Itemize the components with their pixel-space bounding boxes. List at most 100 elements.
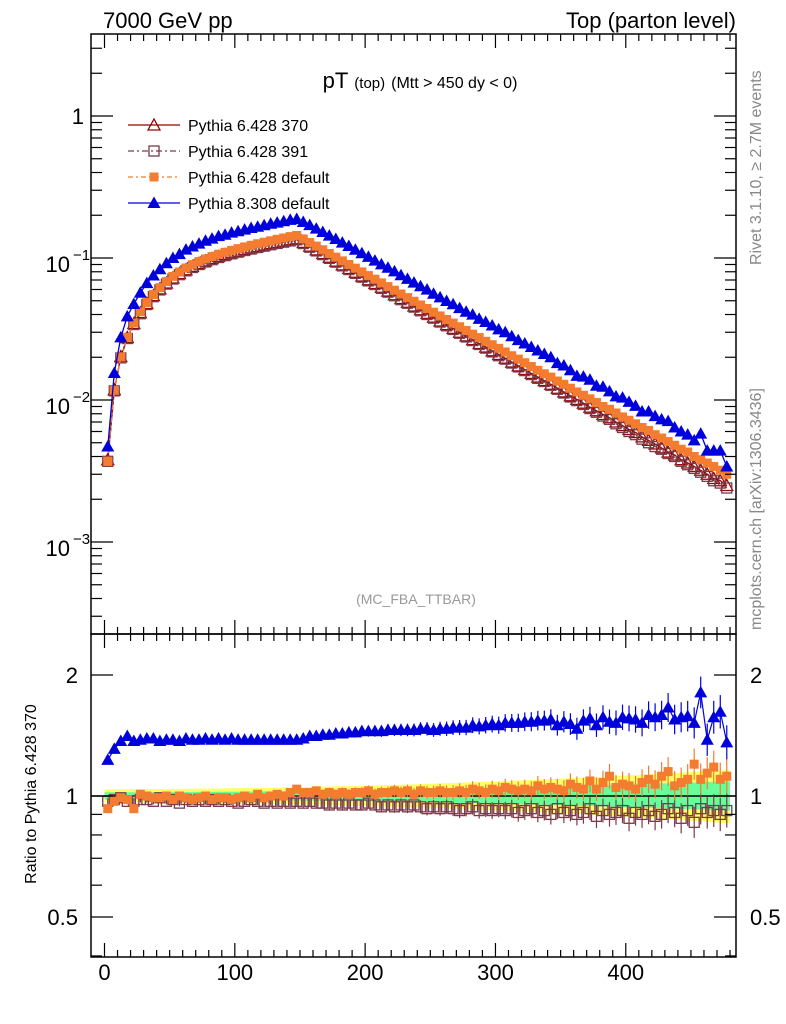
main-point-pythia6-default [161, 277, 171, 287]
main-point-pythia8-default [342, 239, 356, 251]
main-point-pythia6-default [422, 303, 432, 313]
main-point-pythia6-391 [682, 459, 694, 471]
ratio-point-pythia6-default [468, 784, 478, 794]
main-point-pythia6-default [481, 336, 491, 346]
main-point-pythia6-default [670, 440, 680, 450]
main-point-pythia6-default [155, 283, 165, 293]
ratio-point-pythia6-391 [291, 795, 303, 807]
main-point-pythia6-391 [616, 421, 629, 434]
ratio-point-pythia6-default [435, 786, 445, 796]
main-point-pythia6-default [604, 404, 614, 414]
main-point-pythia8-default [466, 308, 480, 320]
ratio-point-pythia6-default [161, 791, 171, 801]
ratio-point-pythia6-default [259, 793, 269, 803]
main-point-pythia6-default [448, 318, 458, 328]
main-point-pythia8-default [101, 440, 115, 452]
ratio-point-pythia6-default [383, 788, 393, 798]
ratio-point-pythia6-default [565, 779, 575, 789]
main-point-pythia8-default [146, 268, 160, 281]
main-point-pythia6-default [363, 271, 373, 281]
ratio-point-pythia6-391 [382, 799, 394, 811]
ratio-point-pythia6-default [585, 776, 595, 786]
ratio-point-pythia6-default [292, 784, 302, 794]
ratio-point-pythia6-391 [662, 803, 674, 815]
main-point-pythia6-370 [719, 478, 734, 492]
main-point-pythia6-default [663, 437, 673, 447]
ratio-point-pythia6-391 [362, 797, 375, 809]
ratio-point-pythia6-391 [708, 804, 720, 817]
ratio-point-pythia6-default [657, 771, 667, 781]
main-point-pythia6-default [116, 352, 126, 362]
main-point-pythia6-default [461, 325, 471, 335]
ratio-point-pythia6-391 [629, 806, 642, 819]
ratio-point-pythia6-391 [297, 797, 309, 809]
main-point-pythia6-default [207, 252, 217, 262]
title-main: pT [323, 68, 349, 93]
main-point-pythia6-default [637, 423, 647, 433]
main-point-pythia6-default [174, 267, 184, 277]
main-point-pythia6-default [142, 297, 152, 307]
main-point-pythia6-default [696, 455, 706, 465]
ratio-point-pythia6-default [272, 789, 282, 799]
ratio-y-tick-label-right: 0.5 [750, 905, 781, 930]
main-point-pythia6-default [187, 260, 197, 270]
ratio-point-pythia6-391 [284, 797, 296, 809]
x-tick-label: 200 [347, 960, 384, 985]
ratio-point-pythia6-391 [721, 804, 733, 817]
ratio-point-pythia6-default [148, 793, 158, 803]
ratio-point-pythia6-default [494, 786, 504, 796]
main-point-pythia6-default [585, 394, 595, 404]
ratio-point-pythia6-default [109, 796, 119, 806]
main-point-pythia6-default [702, 458, 712, 468]
ratio-point-pythia6-default [253, 789, 263, 799]
legend-marker-pythia6-default [149, 172, 159, 182]
main-point-pythia6-default [396, 289, 406, 299]
ratio-point-pythia6-default [155, 793, 165, 803]
ratio-point-pythia6-default [702, 768, 712, 778]
ratio-point-pythia6-default [683, 774, 693, 784]
main-point-pythia8-default [537, 347, 551, 359]
ratio-point-pythia6-default [324, 788, 334, 798]
main-point-pythia8-default [381, 261, 395, 273]
ratio-point-pythia6-default [266, 791, 276, 801]
main-point-pythia8-default [179, 243, 193, 255]
ratio-point-pythia6-default [129, 804, 139, 814]
main-point-pythia6-default [507, 351, 517, 361]
ratio-point-pythia6-default [311, 786, 321, 796]
ratio-point-pythia6-default [376, 788, 386, 798]
main-point-pythia8-default [348, 243, 362, 255]
main-point-pythia6-default [618, 412, 628, 422]
main-point-pythia8-default [505, 329, 519, 342]
main-point-pythia8-default [524, 340, 538, 353]
legend-label-pythia6-default: Pythia 6.428 default [188, 170, 330, 187]
main-point-pythia8-default [153, 262, 167, 275]
ratio-point-pythia6-391 [421, 803, 433, 815]
main-point-pythia6-370 [654, 440, 669, 454]
ratio-point-pythia6-391 [349, 799, 362, 811]
legend-label-pythia6-391: Pythia 6.428 391 [188, 144, 308, 161]
main-point-pythia6-391 [695, 466, 707, 478]
ratio-point-pythia6-391 [414, 801, 427, 813]
ratio-point-pythia6-391 [545, 808, 557, 821]
main-point-pythia8-default [329, 232, 343, 244]
ratio-point-pythia6-default [689, 759, 699, 769]
main-point-pythia6-default [103, 456, 113, 466]
ratio-point-pythia6-default [174, 791, 184, 801]
ratio-point-pythia6-391 [480, 803, 492, 815]
ratio-point-pythia6-default [442, 788, 452, 798]
main-point-pythia6-default [122, 332, 132, 342]
main-point-pythia8-default [433, 290, 447, 303]
ratio-point-pythia6-391 [688, 816, 700, 828]
ratio-point-pythia6-391 [571, 808, 583, 821]
ratio-point-pythia6-default [676, 778, 686, 788]
main-point-pythia6-default [324, 248, 334, 258]
ratio-point-pythia6-default [500, 782, 510, 792]
main-point-pythia8-default [687, 433, 701, 446]
main-point-pythia8-default [374, 257, 388, 270]
main-point-pythia6-370 [648, 436, 663, 450]
main-point-pythia6-default [683, 447, 693, 457]
main-point-pythia8-default [479, 315, 493, 328]
ratio-point-pythia6-default [331, 789, 341, 799]
ratio-point-pythia6-default [598, 778, 608, 788]
